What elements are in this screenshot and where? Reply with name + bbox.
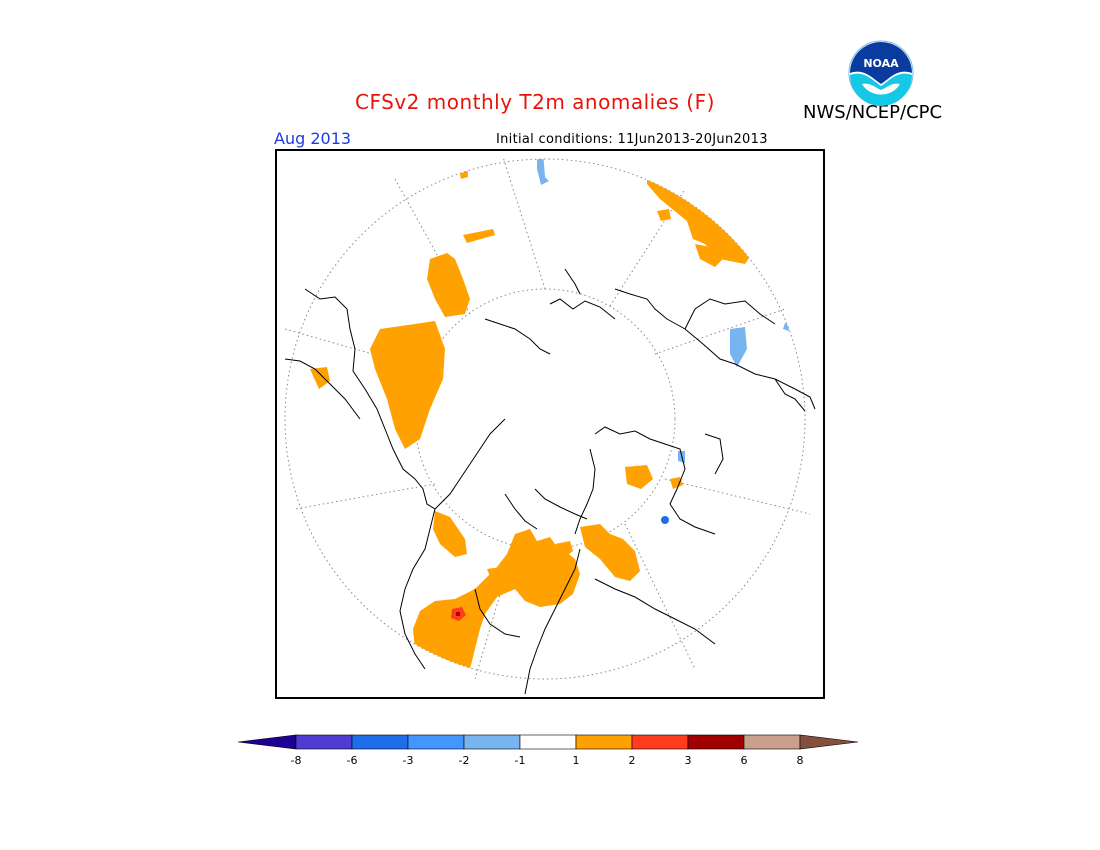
colorbar-cell: [687, 734, 745, 750]
colorbar-tick-label: 2: [629, 754, 636, 767]
polar-map: [275, 149, 825, 699]
colorbar-tick-label: 3: [685, 754, 692, 767]
coastlines: [284, 268, 816, 695]
colorbar-arrow-high: [799, 734, 859, 750]
agency-label: NWS/NCEP/CPC: [803, 102, 943, 123]
chart-title: CFSv2 monthly T2m anomalies (F): [355, 90, 715, 114]
colorbar-tick-label: -2: [459, 754, 470, 767]
colorbar-cell: [631, 734, 689, 750]
warm-anomaly-regions: [310, 159, 755, 679]
colorbar-tick-label: 1: [573, 754, 580, 767]
strong-cool-anomaly-regions: [661, 516, 669, 524]
colorbar: -8 -6 -3 -2 -1 1 2 3 6 8: [238, 734, 859, 767]
cool-anomaly-regions: [537, 159, 791, 463]
colorbar-cell: [575, 734, 633, 750]
colorbar-cell: [295, 734, 353, 750]
strong-hot-anomaly-regions: [456, 612, 460, 616]
colorbar-tick-label: 8: [797, 754, 804, 767]
map-border: [275, 149, 825, 699]
colorbar-tick-label: -3: [403, 754, 414, 767]
colorbar-tick-label: -1: [515, 754, 526, 767]
colorbar-arrow-low: [238, 734, 297, 750]
colorbar-tick-label: -8: [291, 754, 302, 767]
initial-conditions-label: Initial conditions: 11Jun2013-20Jun2013: [496, 132, 768, 147]
colorbar-cell: [351, 734, 409, 750]
colorbar-cell: [463, 734, 521, 750]
colorbar-cell: [519, 734, 577, 750]
noaa-logo-text: NOAA: [863, 57, 899, 70]
colorbar-cell: [407, 734, 465, 750]
colorbar-cell: [743, 734, 801, 750]
noaa-logo: NOAA: [848, 40, 914, 106]
colorbar-tick-label: -6: [347, 754, 358, 767]
colorbar-tick-label: 6: [741, 754, 748, 767]
month-label: Aug 2013: [274, 129, 352, 148]
globe-boundary: [284, 158, 806, 680]
